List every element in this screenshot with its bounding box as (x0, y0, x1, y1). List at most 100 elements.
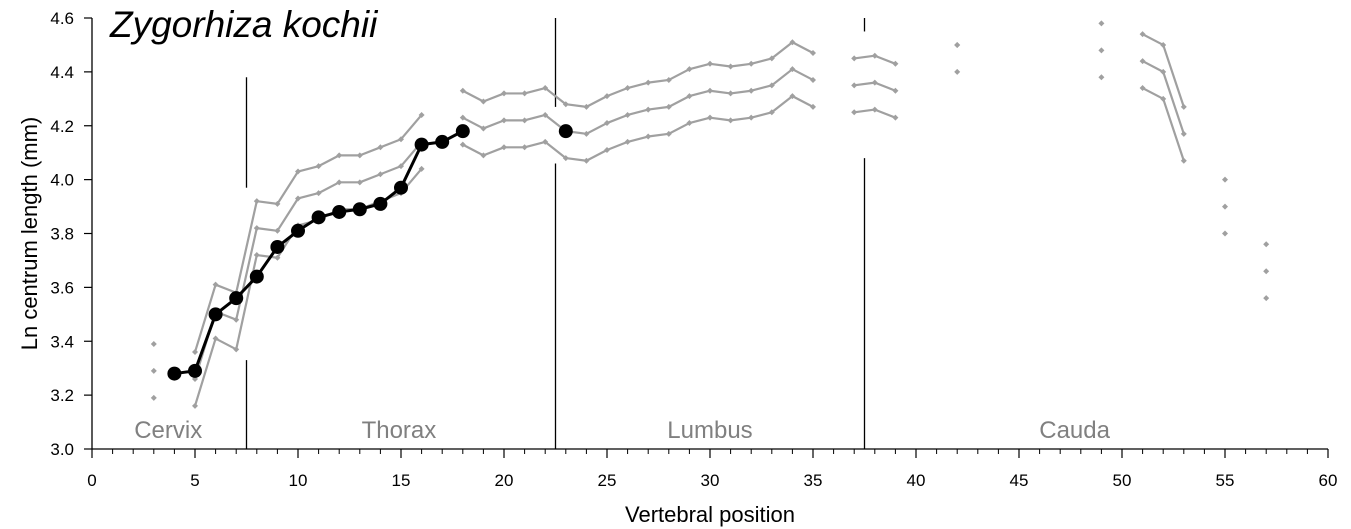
data-point (455, 124, 470, 139)
region-label: Lumbus (667, 417, 752, 444)
data-point (624, 111, 631, 118)
data-point (768, 109, 775, 116)
data-point (192, 402, 198, 409)
data-point (1180, 157, 1187, 164)
reference-series-middle (150, 41, 1270, 382)
data-point (459, 87, 466, 94)
data-point (851, 82, 858, 89)
x-axis-title: Vertebral position (625, 502, 795, 527)
data-point (1180, 130, 1187, 137)
data-point (249, 269, 264, 284)
data-point (624, 85, 631, 92)
data-point (394, 180, 408, 195)
y-tick-label: 4.0 (50, 171, 74, 190)
x-tick-label: 60 (1319, 471, 1338, 490)
data-point (1263, 295, 1270, 302)
data-point (665, 103, 672, 110)
x-tick-label: 20 (495, 471, 514, 490)
data-point (418, 111, 425, 118)
data-point (233, 316, 240, 323)
data-point (291, 223, 305, 238)
data-point (604, 146, 610, 153)
data-point (270, 239, 285, 254)
data-point (1139, 31, 1146, 38)
data-point (583, 103, 590, 110)
data-point (686, 66, 693, 73)
data-point (315, 190, 322, 197)
data-point (624, 138, 631, 145)
x-tick-label: 10 (289, 471, 308, 490)
data-point (167, 366, 182, 381)
data-point (414, 137, 429, 152)
data-point (336, 152, 343, 159)
data-point (418, 165, 425, 172)
data-point (748, 60, 755, 67)
data-point (274, 227, 281, 234)
data-point (356, 152, 363, 159)
axes: 0 5 10 15 20 25 30 35 40 45 50 55 60 3.0 3.2 3.4 3.6 3.8 4… (50, 9, 1337, 490)
x-tick-label: 15 (392, 471, 411, 490)
data-point (295, 168, 301, 175)
data-point (1160, 95, 1167, 102)
series-line (462, 41, 814, 108)
data-point (558, 124, 573, 139)
data-point (377, 144, 384, 151)
plot-area: Cervix Thorax Lumbus Cauda (134, 18, 1270, 449)
data-point (150, 367, 157, 374)
data-point (233, 346, 240, 353)
data-point (480, 98, 487, 105)
data-point (665, 130, 672, 137)
data-point (583, 130, 590, 137)
data-point (892, 87, 899, 94)
data-point (274, 254, 281, 261)
data-point (356, 179, 363, 186)
y-tick-label: 4.2 (50, 117, 74, 136)
data-point (542, 111, 549, 118)
data-point (1098, 47, 1105, 54)
data-point (583, 157, 590, 164)
data-point (212, 281, 219, 288)
y-tick-label: 3.4 (50, 332, 74, 351)
data-point (686, 120, 693, 127)
data-point (352, 202, 367, 217)
region-label: Cauda (1039, 417, 1110, 444)
data-point (851, 109, 858, 116)
data-point (336, 179, 343, 186)
x-tick-label: 45 (1010, 471, 1029, 490)
data-point (645, 133, 652, 140)
data-point (871, 106, 878, 113)
data-point (315, 163, 322, 170)
data-point (192, 349, 198, 356)
series-line (193, 168, 423, 407)
region-label: Cervix (134, 417, 202, 444)
data-point (871, 79, 878, 86)
series-line (193, 141, 423, 380)
data-point (1222, 203, 1228, 210)
data-point (810, 103, 816, 110)
data-point (459, 141, 466, 148)
data-point (377, 171, 384, 178)
reference-series-lower (150, 68, 1270, 409)
data-point (208, 307, 223, 322)
series-line (462, 68, 814, 135)
data-point (1222, 230, 1228, 237)
data-point (295, 195, 301, 202)
data-point (501, 117, 507, 124)
data-point (851, 55, 858, 62)
data-point (810, 50, 816, 57)
x-tick-label: 30 (701, 471, 720, 490)
chart-title: Zygorhiza kochii (109, 4, 379, 45)
data-point (1263, 241, 1270, 248)
data-point (398, 136, 404, 143)
data-point (150, 340, 157, 347)
data-point (1098, 20, 1105, 27)
y-tick-label: 3.8 (50, 225, 74, 244)
data-point (645, 79, 652, 86)
data-point (727, 90, 734, 97)
data-point (274, 200, 281, 207)
x-tick-label: 40 (907, 471, 926, 490)
data-point (810, 76, 816, 83)
data-point (212, 335, 219, 342)
y-tick-label: 4.4 (50, 63, 74, 82)
